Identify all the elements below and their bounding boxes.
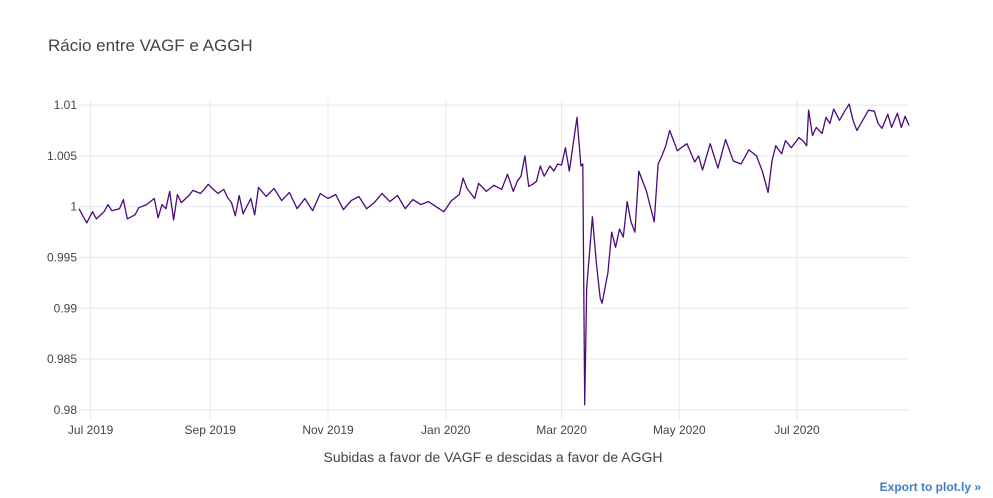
y-gridlines [79,104,909,411]
x-axis-ticks: Jul 2019 Sep 2019 Nov 2019 Jan 2020 Mar 2020… [68,423,820,437]
x-tick-label: Nov 2019 [302,423,354,437]
y-tick-label: 0.985 [47,352,77,366]
y-axis-ticks: 0.98 0.985 0.99 0.995 1 1.005 1.01 [47,98,77,417]
x-tick-label: Jul 2019 [68,423,114,437]
x-tick-label: Mar 2020 [536,423,587,437]
y-tick-label: 1.01 [54,98,78,112]
export-to-plotly-link[interactable]: Export to plot.ly » [879,480,981,494]
x-tick-label: Sep 2019 [185,423,237,437]
y-tick-label: 0.99 [54,301,78,315]
x-tick-label: May 2020 [653,423,706,437]
x-gridlines [90,100,798,420]
y-tick-label: 0.98 [54,403,78,417]
y-tick-label: 1 [70,200,77,214]
chart-title: Rácio entre VAGF e AGGH [48,36,253,55]
x-tick-label: Jan 2020 [421,423,471,437]
series-line[interactable] [78,103,910,406]
y-tick-label: 0.995 [47,250,77,264]
x-axis-label: Subidas a favor de VAGF e descidas a fav… [323,449,662,465]
y-tick-label: 1.005 [47,149,77,163]
x-tick-label: Jul 2020 [774,423,820,437]
